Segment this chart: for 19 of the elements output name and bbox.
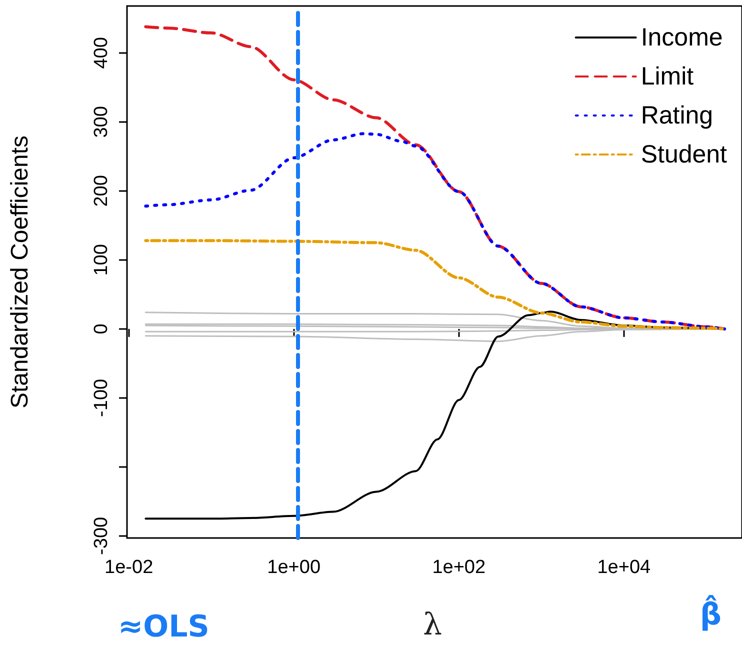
legend-label: Rating <box>640 102 714 130</box>
text: β̂ <box>700 595 722 632</box>
legend-label: Income <box>640 24 723 52</box>
x-tick-label: 1e+02 <box>432 557 486 578</box>
legend-label: Limit <box>640 62 694 90</box>
y-axis-title: Standardized Coefficients <box>6 135 34 409</box>
legend-label: Student <box>640 140 728 168</box>
y-tick-label: 400 <box>91 37 112 69</box>
y-tick-label: 0 <box>91 324 112 334</box>
text: ≈OLS <box>118 610 210 644</box>
x-tick-label: 1e+00 <box>267 557 321 578</box>
y-tick-label: -300 <box>91 516 112 555</box>
x-tick-label: 1e+04 <box>597 557 652 578</box>
y-tick-label: 300 <box>91 106 112 138</box>
y-tick-label: 200 <box>91 175 112 207</box>
y-tick-label: 100 <box>91 244 112 276</box>
y-tick-label: -100 <box>91 378 112 417</box>
x-axis-title: λ <box>423 608 442 642</box>
x-tick-label: 1e-02 <box>104 557 154 578</box>
